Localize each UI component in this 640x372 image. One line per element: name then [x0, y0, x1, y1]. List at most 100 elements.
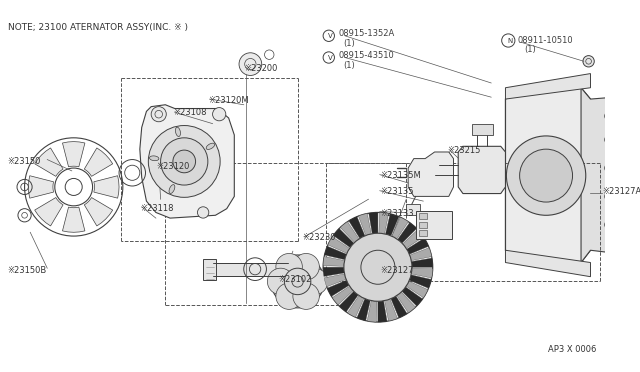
Wedge shape: [410, 275, 431, 288]
Circle shape: [583, 56, 595, 67]
Text: 08915-1352A: 08915-1352A: [338, 29, 394, 38]
Circle shape: [605, 163, 614, 173]
Wedge shape: [397, 292, 415, 313]
Circle shape: [605, 111, 614, 121]
Text: ※23102: ※23102: [278, 275, 312, 284]
Wedge shape: [379, 212, 388, 234]
Wedge shape: [324, 246, 346, 260]
Bar: [406, 204, 420, 215]
Circle shape: [506, 136, 586, 215]
Polygon shape: [506, 250, 591, 277]
Circle shape: [605, 135, 614, 144]
Bar: [203, 259, 216, 279]
Wedge shape: [378, 301, 387, 322]
Circle shape: [198, 207, 209, 218]
Bar: [419, 222, 427, 228]
Polygon shape: [35, 148, 63, 176]
Text: ※23135: ※23135: [381, 187, 414, 196]
Wedge shape: [407, 238, 429, 254]
Ellipse shape: [175, 127, 180, 137]
Circle shape: [239, 53, 262, 76]
Text: N: N: [508, 38, 513, 44]
Polygon shape: [581, 88, 623, 263]
Text: ※23120: ※23120: [156, 162, 189, 171]
Bar: [419, 230, 427, 236]
Polygon shape: [63, 207, 85, 232]
Wedge shape: [402, 287, 422, 306]
Text: ※23120M: ※23120M: [208, 96, 248, 105]
Wedge shape: [385, 214, 399, 236]
Circle shape: [605, 220, 614, 230]
Circle shape: [520, 149, 573, 202]
Wedge shape: [412, 268, 433, 278]
Polygon shape: [84, 148, 113, 176]
Bar: [416, 211, 452, 239]
Circle shape: [276, 253, 302, 280]
Text: 08915-43510: 08915-43510: [338, 51, 394, 60]
Circle shape: [268, 268, 294, 295]
Polygon shape: [458, 146, 506, 193]
Polygon shape: [94, 176, 119, 198]
Wedge shape: [369, 212, 378, 234]
Bar: [212, 263, 288, 276]
Polygon shape: [84, 198, 113, 226]
Text: ※23133: ※23133: [381, 209, 414, 218]
Wedge shape: [406, 281, 428, 298]
Text: (1): (1): [343, 61, 355, 70]
Wedge shape: [348, 295, 364, 317]
Circle shape: [284, 268, 311, 295]
Bar: [419, 214, 427, 219]
Wedge shape: [412, 258, 433, 267]
Text: ※23150B: ※23150B: [8, 266, 47, 275]
Text: ※23230: ※23230: [302, 232, 336, 241]
Wedge shape: [403, 230, 424, 248]
Text: ※23215: ※23215: [447, 145, 480, 155]
Text: AP3 X 0006: AP3 X 0006: [548, 345, 596, 354]
Circle shape: [301, 268, 328, 295]
Wedge shape: [367, 301, 377, 322]
Text: (1): (1): [524, 45, 536, 54]
Wedge shape: [323, 267, 344, 276]
Wedge shape: [333, 228, 354, 247]
Wedge shape: [324, 274, 346, 287]
Polygon shape: [35, 198, 63, 226]
Text: ※23108: ※23108: [173, 108, 206, 117]
Polygon shape: [28, 176, 54, 198]
Polygon shape: [140, 105, 234, 218]
Circle shape: [161, 138, 208, 185]
Circle shape: [148, 125, 220, 197]
Circle shape: [293, 283, 319, 310]
Ellipse shape: [169, 185, 175, 193]
Wedge shape: [357, 299, 371, 321]
Text: ※23127: ※23127: [381, 266, 414, 275]
Circle shape: [276, 283, 302, 310]
Polygon shape: [408, 152, 454, 196]
Circle shape: [212, 108, 226, 121]
Wedge shape: [340, 222, 359, 243]
Wedge shape: [391, 296, 407, 318]
Polygon shape: [63, 142, 85, 167]
Text: NOTE; 23100 ATERNATOR ASSY(INC. ※ ): NOTE; 23100 ATERNATOR ASSY(INC. ※ ): [8, 23, 188, 32]
Wedge shape: [385, 299, 397, 321]
Text: V: V: [328, 55, 333, 61]
Wedge shape: [392, 217, 408, 239]
Circle shape: [173, 150, 196, 173]
Circle shape: [293, 253, 319, 280]
Text: (1): (1): [343, 39, 355, 48]
Text: ※23127A: ※23127A: [602, 187, 640, 196]
Text: ※23135M: ※23135M: [381, 171, 422, 180]
Text: ※23118: ※23118: [140, 204, 173, 213]
Wedge shape: [358, 214, 371, 235]
Wedge shape: [397, 222, 417, 243]
Wedge shape: [323, 257, 344, 266]
Wedge shape: [349, 217, 365, 238]
Text: V: V: [328, 33, 333, 39]
Text: ※23150: ※23150: [8, 157, 41, 166]
Wedge shape: [328, 237, 349, 253]
Circle shape: [323, 212, 433, 322]
Circle shape: [151, 107, 166, 122]
Polygon shape: [506, 74, 591, 99]
Wedge shape: [327, 280, 349, 296]
Circle shape: [271, 255, 324, 308]
Wedge shape: [339, 291, 358, 312]
